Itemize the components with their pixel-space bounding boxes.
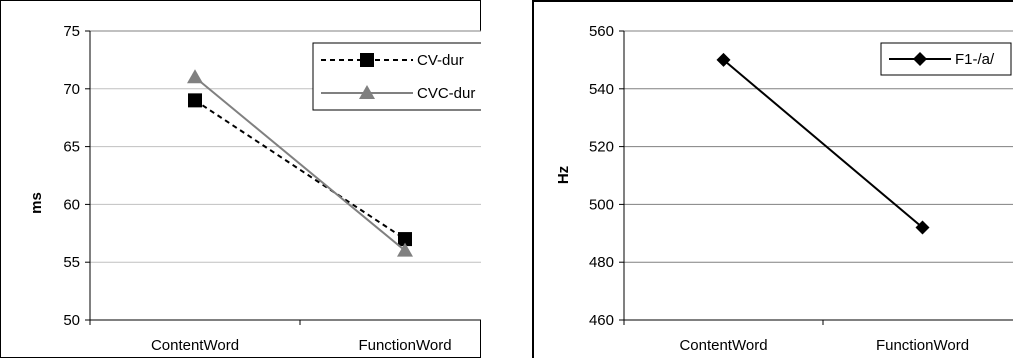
y-axis-label-left: ms [28,192,45,214]
chart-left: ms 50 55 60 65 70 75 ContentWord FunctionWord C… [0,0,481,358]
legend-marker [360,53,374,67]
series-line-CVC-dur [194,76,406,252]
y-tick-label: 70 [63,81,80,98]
series-line-CV-dur [194,99,406,240]
y-tick-label: 60 [63,196,80,213]
y-tick-label: 55 [63,254,80,271]
data-point-CVC-dur [187,69,203,84]
data-point-CVC-dur [397,242,413,257]
y-tick-label: 560 [589,23,614,40]
plot-background [623,30,1013,321]
y-tick-label: 480 [589,254,614,271]
y-tick-label: 460 [589,312,614,329]
y-tick-label: 500 [589,196,614,213]
legend-marker [913,52,927,66]
chart-right: Hz 460 480 500 520 540 560 ContentWord Function… [532,0,1013,358]
x-tick-label: ContentWord [679,337,767,354]
x-tick-label: FunctionWord [358,337,451,354]
legend-left: CV-dur CVC-dur [312,42,481,111]
legend-right: F1-/a/ [880,42,1012,76]
y-axis-label-right: Hz [555,166,572,184]
legend-label: F1-/a/ [955,51,995,68]
y-tick-label: 540 [589,81,614,98]
data-point-F1-/a/ [915,220,930,235]
y-tick-label: 65 [63,139,80,156]
y-tick-label: 75 [63,23,80,40]
y-tick-label: 50 [63,312,80,329]
series-line-F1-/a/ [722,59,924,229]
data-point-F1-/a/ [716,52,731,67]
plot-area-right: 460 480 500 520 540 560 ContentWord FunctionWor… [589,23,1013,354]
legend-label: CV-dur [417,52,464,69]
x-tick-label: ContentWord [151,337,239,354]
data-point-CV-dur [398,232,412,247]
legend-marker [359,85,375,99]
x-tick-label: FunctionWord [876,337,969,354]
y-tick-label: 520 [589,139,614,156]
legend-label: CVC-dur [417,85,475,102]
legend-box [312,42,481,111]
data-point-CV-dur [188,93,202,108]
